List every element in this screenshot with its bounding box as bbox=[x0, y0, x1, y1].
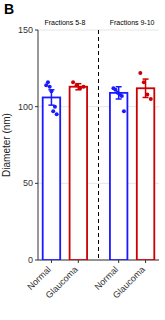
plot-area bbox=[43, 71, 155, 260]
data-point bbox=[82, 85, 86, 89]
data-point bbox=[75, 83, 79, 87]
data-point bbox=[46, 80, 50, 84]
tick-label: Glaucoma bbox=[44, 264, 80, 300]
annotation: Fractions 5-8 bbox=[44, 19, 85, 26]
bar bbox=[110, 93, 127, 260]
data-point bbox=[71, 80, 75, 84]
error-bar bbox=[48, 90, 54, 105]
y-axis bbox=[38, 30, 39, 260]
bar bbox=[70, 87, 87, 260]
tick-label: 0 bbox=[28, 255, 33, 265]
data-point bbox=[122, 109, 126, 113]
title: B bbox=[4, 1, 14, 17]
tick-mark bbox=[145, 260, 146, 263]
bar bbox=[43, 97, 60, 260]
data-point bbox=[53, 105, 57, 109]
data-point bbox=[78, 86, 82, 90]
tick-mark bbox=[51, 260, 52, 263]
bar bbox=[137, 88, 154, 260]
data-point bbox=[48, 85, 52, 89]
data-point bbox=[51, 109, 55, 113]
tick-label: 50 bbox=[23, 178, 33, 188]
tick-label: 150 bbox=[18, 25, 33, 35]
tick-mark bbox=[118, 260, 119, 263]
data-point bbox=[55, 112, 59, 116]
tick-mark bbox=[78, 260, 79, 263]
data-point bbox=[49, 89, 53, 93]
data-point bbox=[145, 92, 149, 96]
data-point bbox=[149, 97, 153, 101]
data-point bbox=[120, 94, 124, 98]
error-bar bbox=[143, 79, 149, 97]
axis-label: Diameter (nm) bbox=[1, 113, 12, 177]
chart: 050100150NormalGlaucomaNormalGlaucomaFra… bbox=[0, 0, 165, 320]
annotation: Fractions 9-10 bbox=[110, 19, 155, 26]
data-point bbox=[142, 80, 146, 84]
data-point bbox=[138, 71, 142, 75]
tick-label: 100 bbox=[18, 102, 33, 112]
error-bar bbox=[75, 84, 81, 90]
tick-label: Glaucoma bbox=[111, 264, 147, 300]
separator bbox=[98, 30, 99, 260]
